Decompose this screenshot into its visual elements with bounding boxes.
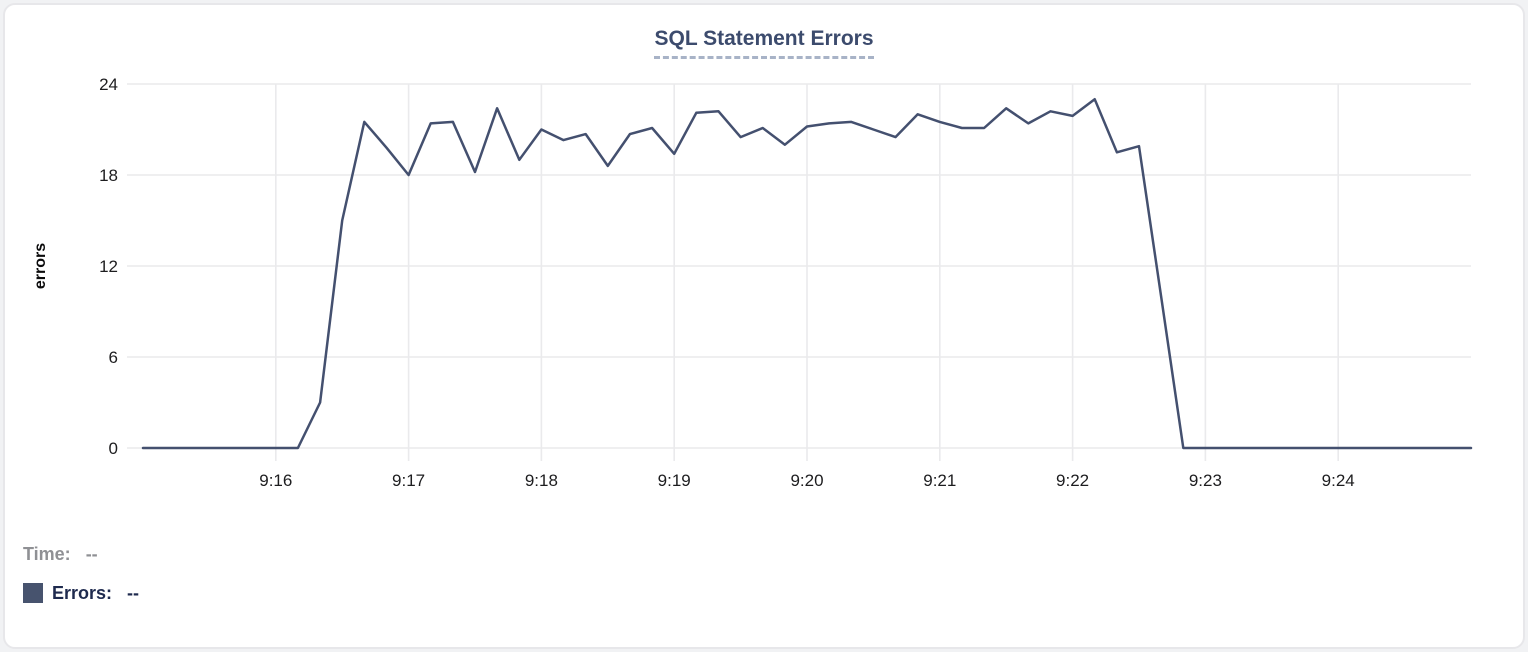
errors-readout-value: -- xyxy=(127,582,140,603)
x-axis-tick-label: 9:23 xyxy=(1189,471,1222,490)
sql-statement-errors-chart: 0 6 12 18 24 9:16 9:17 9:18 9:19 9:20 9:21 9:22 9:23… xyxy=(32,75,1473,490)
x-axis-tick-label: 9:20 xyxy=(790,471,823,490)
y-axis-tick-label: 24 xyxy=(99,75,118,94)
errors-readout-row[interactable]: Errors: -- xyxy=(23,582,139,604)
x-axis-tick-label: 9:19 xyxy=(658,471,691,490)
hover-readout-legend: Time: -- Errors: -- xyxy=(23,543,139,604)
y-axis-tick-label: 0 xyxy=(109,439,118,458)
time-readout-row: Time: -- xyxy=(23,543,139,565)
y-axis-tick-label: 6 xyxy=(109,348,118,367)
time-readout-label: Time: xyxy=(23,543,71,564)
x-axis-tick-label: 9:24 xyxy=(1322,471,1355,490)
x-axis-tick-label: 9:21 xyxy=(923,471,956,490)
errors-series-swatch xyxy=(23,583,43,603)
y-axis-title: errors xyxy=(32,243,49,289)
x-axis-tick-label: 9:18 xyxy=(525,471,558,490)
chart-panel-card: SQL Statement Errors 0 6 12 18 24 9:16 9:17 9:1… xyxy=(3,3,1525,649)
y-axis-tick-label: 12 xyxy=(99,257,118,276)
panel-header: SQL Statement Errors xyxy=(5,27,1523,59)
errors-series-line xyxy=(141,97,1473,450)
x-axis-tick-label: 9:22 xyxy=(1056,471,1089,490)
x-axis-tick-label: 9:16 xyxy=(259,471,292,490)
errors-readout-label: Errors: xyxy=(52,582,113,603)
y-axis-tick-label: 18 xyxy=(99,166,118,185)
x-axis-tick-label: 9:17 xyxy=(392,471,425,490)
time-readout-value: -- xyxy=(85,543,98,564)
panel-title[interactable]: SQL Statement Errors xyxy=(654,27,874,59)
chart-plot-area[interactable] xyxy=(143,84,1471,448)
